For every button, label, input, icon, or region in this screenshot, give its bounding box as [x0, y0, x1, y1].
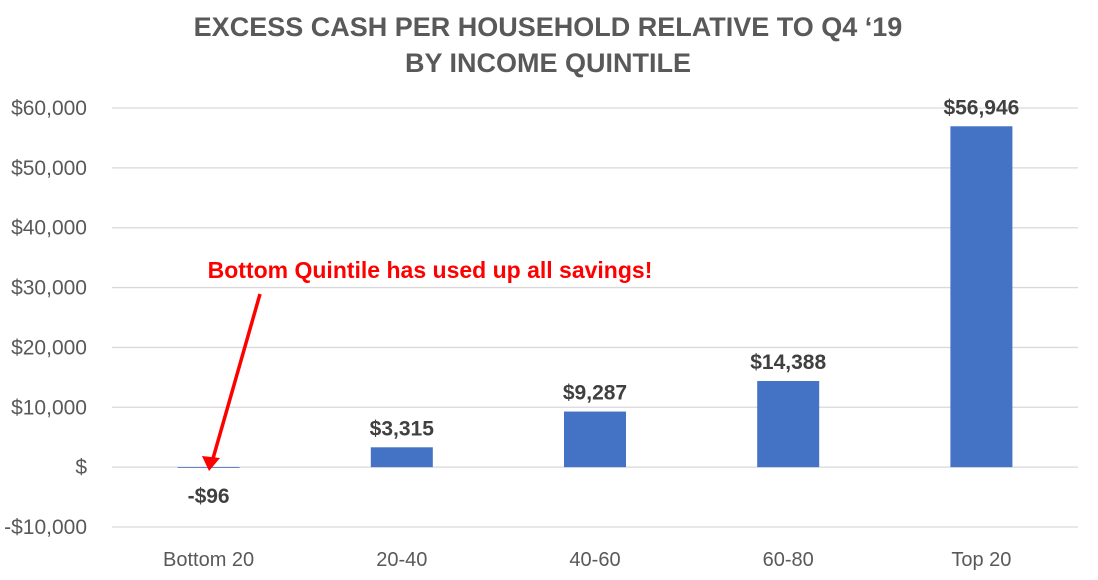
data-label: $56,946	[943, 96, 1019, 119]
annotation: Bottom Quintile has used up all savings!	[202, 257, 652, 471]
data-labels: -$96 $3,315 $9,287 $14,388 $56,946	[188, 96, 1020, 508]
y-tick-label: $40,000	[11, 217, 87, 240]
y-tick-label: $10,000	[11, 396, 87, 419]
bars	[177, 126, 1013, 468]
data-label: $9,287	[563, 382, 627, 405]
x-tick-label: 20-40	[376, 549, 427, 571]
data-label: $3,315	[370, 417, 435, 440]
y-tick-label: $	[75, 456, 87, 479]
y-tick-label: $60,000	[11, 97, 87, 120]
x-tick-label: Bottom 20	[163, 549, 254, 571]
bar	[757, 381, 820, 468]
gridlines	[112, 107, 1078, 528]
y-tick-label: $50,000	[11, 157, 87, 180]
x-tick-label: 40-60	[569, 549, 620, 571]
data-label: $14,388	[750, 351, 826, 374]
bar	[370, 447, 433, 468]
x-tick-label: Top 20	[951, 549, 1011, 571]
data-label: -$96	[188, 485, 230, 508]
y-tick-label: -$10,000	[4, 516, 87, 539]
y-tick-label: $30,000	[11, 277, 87, 300]
y-axis: -$10,000 $ $10,000 $20,000 $30,000 $40,000 $50…	[4, 97, 87, 539]
annotation-arrow	[210, 293, 262, 463]
annotation-arrowhead	[202, 456, 220, 471]
chart-title-line-2: BY INCOME QUINTILE	[405, 48, 691, 78]
bar	[950, 126, 1013, 468]
chart-title: EXCESS CASH PER HOUSEHOLD RELATIVE TO Q4…	[194, 12, 903, 78]
bar	[564, 411, 626, 468]
chart-title-line-1: EXCESS CASH PER HOUSEHOLD RELATIVE TO Q4…	[194, 12, 903, 42]
x-tick-label: 60-80	[763, 549, 814, 571]
annotation-text: Bottom Quintile has used up all savings!	[208, 257, 653, 283]
x-axis: Bottom 20 20-40 40-60 60-80 Top 20	[163, 549, 1011, 571]
y-tick-label: $20,000	[11, 336, 87, 359]
